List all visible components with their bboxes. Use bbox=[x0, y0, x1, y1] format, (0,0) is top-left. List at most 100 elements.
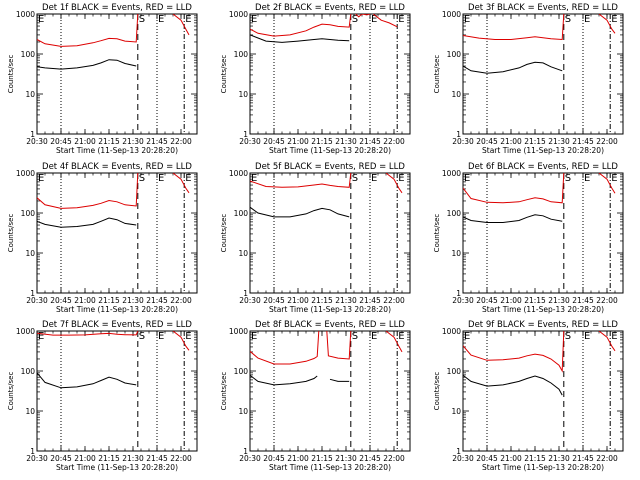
time-marker-label: S bbox=[352, 14, 358, 25]
y-axis-label: Counts/sec bbox=[7, 55, 15, 94]
x-tick-label: 20:45 bbox=[263, 454, 285, 463]
series-events-line bbox=[250, 374, 318, 386]
time-marker-label: E bbox=[251, 173, 257, 184]
series-lld-line bbox=[463, 331, 565, 373]
x-tick-label: 21:00 bbox=[500, 137, 522, 146]
x-axis-label: Start Time (11-Sep-13 20:28:20) bbox=[269, 146, 391, 155]
x-tick-label: 21:15 bbox=[98, 296, 120, 305]
x-tick-label: 21:15 bbox=[311, 137, 333, 146]
x-tick-label: 21:00 bbox=[500, 454, 522, 463]
y-tick-label: 100 bbox=[234, 209, 249, 218]
y-tick-label: 1 bbox=[30, 289, 35, 298]
x-tick-label: 21:00 bbox=[287, 137, 309, 146]
y-tick-label: 10 bbox=[451, 90, 461, 99]
series-lld-line bbox=[598, 173, 616, 194]
x-tick-label: 20:30 bbox=[26, 137, 48, 146]
time-marker-label: E bbox=[371, 14, 377, 25]
series-lld-line bbox=[37, 331, 139, 336]
x-tick-label: 20:45 bbox=[476, 137, 498, 146]
x-tick-label: 21:15 bbox=[524, 296, 546, 305]
time-marker-label: S bbox=[139, 14, 145, 25]
panel-title: Det 7f BLACK = Events, RED = LLD bbox=[42, 320, 192, 330]
x-tick-label: 20:30 bbox=[26, 296, 48, 305]
time-marker-label: E bbox=[185, 173, 191, 184]
x-tick-label: 20:30 bbox=[452, 296, 474, 305]
series-events-line bbox=[463, 214, 563, 223]
x-tick-label: 21:30 bbox=[122, 137, 144, 146]
panel-det-9: Det 9f BLACK = Events, RED = LLD 1 10 100 10… bbox=[433, 320, 624, 472]
time-marker-label: E bbox=[584, 173, 590, 184]
x-tick-label: 21:15 bbox=[311, 296, 333, 305]
x-tick-label: 21:45 bbox=[572, 454, 594, 463]
panel-title: Det 6f BLACK = Events, RED = LLD bbox=[468, 162, 618, 172]
time-marker-label: E bbox=[38, 173, 44, 184]
series-lld-line bbox=[172, 14, 190, 36]
time-marker-label: E bbox=[464, 14, 470, 25]
series-lld-line bbox=[598, 331, 616, 352]
series-lld-line bbox=[172, 331, 190, 351]
x-tick-label: 20:45 bbox=[50, 454, 72, 463]
x-tick-label: 22:00 bbox=[170, 296, 192, 305]
time-marker-label: E bbox=[611, 14, 617, 25]
x-axis-label: Start Time (11-Sep-13 20:28:20) bbox=[269, 463, 391, 472]
series-events-line bbox=[250, 34, 350, 43]
series-lld-line bbox=[598, 14, 616, 34]
series-lld-line bbox=[463, 14, 565, 41]
x-tick-label: 20:45 bbox=[263, 137, 285, 146]
y-tick-label: 100 bbox=[447, 209, 462, 218]
x-tick-label: 22:00 bbox=[170, 137, 192, 146]
x-tick-label: 22:00 bbox=[383, 454, 405, 463]
x-tick-label: 22:00 bbox=[170, 454, 192, 463]
x-tick-label: 21:30 bbox=[548, 454, 570, 463]
y-tick-label: 10 bbox=[238, 90, 248, 99]
series-lld-line bbox=[385, 173, 403, 194]
x-axis-label: Start Time (11-Sep-13 20:28:20) bbox=[56, 463, 178, 472]
x-tick-label: 21:15 bbox=[524, 454, 546, 463]
x-tick-label: 21:15 bbox=[524, 137, 546, 146]
time-marker-label: S bbox=[565, 14, 571, 25]
y-axis-label: Counts/sec bbox=[220, 214, 228, 253]
y-axis-label: Counts/sec bbox=[433, 372, 441, 411]
panel-det-1: Det 1f BLACK = Events, RED = LLD 1 10 100 10… bbox=[7, 3, 198, 155]
x-tick-label: 20:30 bbox=[239, 454, 261, 463]
time-marker-label: S bbox=[139, 331, 145, 342]
time-marker-label: E bbox=[251, 331, 257, 342]
time-marker-label: E bbox=[185, 331, 191, 342]
x-tick-label: 20:30 bbox=[239, 296, 261, 305]
y-axis-label: Counts/sec bbox=[7, 372, 15, 411]
y-tick-label: 1000 bbox=[442, 10, 461, 19]
x-tick-label: 21:45 bbox=[359, 137, 381, 146]
series-lld-line bbox=[250, 331, 320, 365]
x-tick-label: 20:30 bbox=[26, 454, 48, 463]
time-marker-label: E bbox=[611, 173, 617, 184]
x-tick-label: 21:30 bbox=[122, 296, 144, 305]
x-tick-label: 22:00 bbox=[596, 454, 618, 463]
x-axis-label: Start Time (11-Sep-13 20:28:20) bbox=[482, 146, 604, 155]
y-tick-label: 100 bbox=[234, 50, 249, 59]
x-axis-label: Start Time (11-Sep-13 20:28:20) bbox=[482, 463, 604, 472]
x-tick-label: 22:00 bbox=[383, 137, 405, 146]
y-tick-label: 100 bbox=[21, 209, 36, 218]
panel-det-7: Det 7f BLACK = Events, RED = LLD 1 10 100 10… bbox=[7, 320, 198, 472]
time-marker-label: E bbox=[158, 331, 164, 342]
x-tick-label: 22:00 bbox=[596, 137, 618, 146]
x-axis-label: Start Time (11-Sep-13 20:28:20) bbox=[482, 305, 604, 314]
time-marker-label: E bbox=[371, 173, 377, 184]
x-tick-label: 20:30 bbox=[239, 137, 261, 146]
x-tick-label: 21:45 bbox=[359, 454, 381, 463]
time-marker-label: S bbox=[565, 173, 571, 184]
x-tick-label: 21:15 bbox=[311, 454, 333, 463]
y-axis-label: Counts/sec bbox=[220, 372, 228, 411]
y-tick-label: 1000 bbox=[229, 10, 248, 19]
x-tick-label: 20:45 bbox=[50, 296, 72, 305]
x-axis-label: Start Time (11-Sep-13 20:28:20) bbox=[56, 305, 178, 314]
y-tick-label: 1 bbox=[456, 130, 461, 139]
x-tick-label: 21:30 bbox=[335, 454, 357, 463]
time-marker-label: E bbox=[38, 14, 44, 25]
y-tick-label: 1 bbox=[243, 447, 248, 456]
series-lld-line bbox=[172, 173, 190, 194]
y-tick-label: 10 bbox=[25, 407, 35, 416]
y-tick-label: 10 bbox=[451, 407, 461, 416]
x-tick-label: 21:30 bbox=[548, 296, 570, 305]
time-marker-label: S bbox=[352, 331, 358, 342]
